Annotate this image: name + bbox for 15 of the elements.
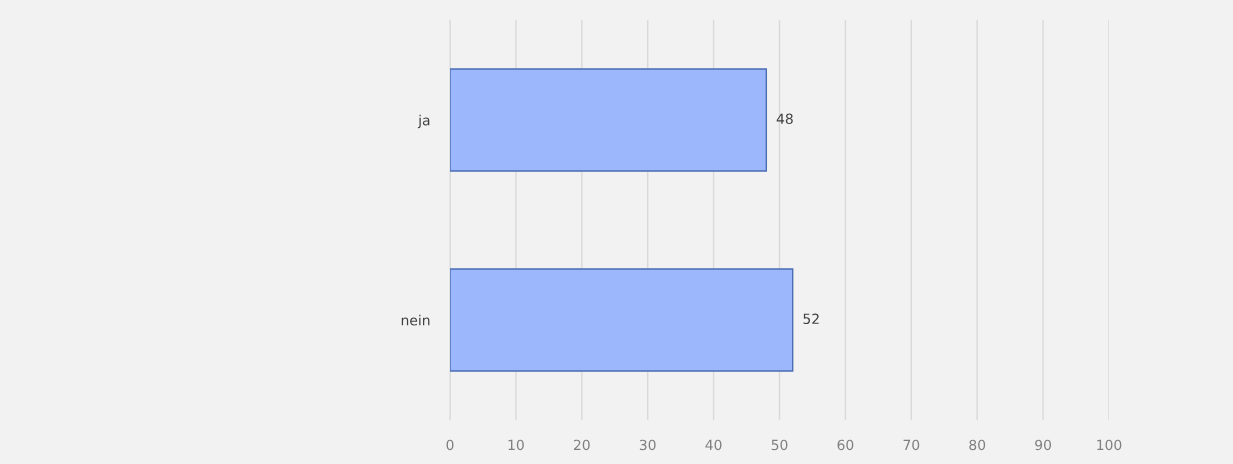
data-label: 52	[803, 313, 819, 325]
x-tick-label: 30	[639, 439, 656, 451]
x-tick-label: 80	[969, 439, 986, 451]
x-tick-label: 90	[1035, 439, 1052, 451]
x-tick-label: 60	[837, 439, 854, 451]
y-tick-label: ja	[417, 114, 430, 129]
x-tick-label: 100	[1097, 439, 1122, 451]
x-tick-label: 20	[573, 439, 590, 451]
x-tick-label: 40	[705, 439, 722, 451]
data-label: 48	[776, 113, 793, 125]
x-tick-label: 10	[508, 439, 524, 451]
x-tick-label: 0	[446, 439, 454, 451]
x-tick-label: 70	[903, 439, 920, 451]
x-tick-label: 50	[771, 439, 788, 451]
y-tick-label: nein	[401, 314, 430, 326]
